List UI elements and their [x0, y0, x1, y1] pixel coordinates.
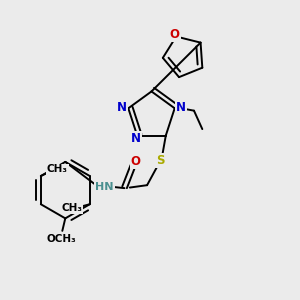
Text: S: S	[156, 154, 165, 167]
Text: N: N	[176, 100, 186, 114]
Text: CH₃: CH₃	[47, 164, 68, 175]
Text: N: N	[131, 132, 141, 145]
Text: HN: HN	[95, 182, 114, 192]
Text: OCH₃: OCH₃	[47, 234, 76, 244]
Text: CH₃: CH₃	[61, 203, 82, 213]
Text: O: O	[170, 28, 180, 41]
Text: O: O	[131, 155, 141, 169]
Text: N: N	[117, 100, 127, 114]
